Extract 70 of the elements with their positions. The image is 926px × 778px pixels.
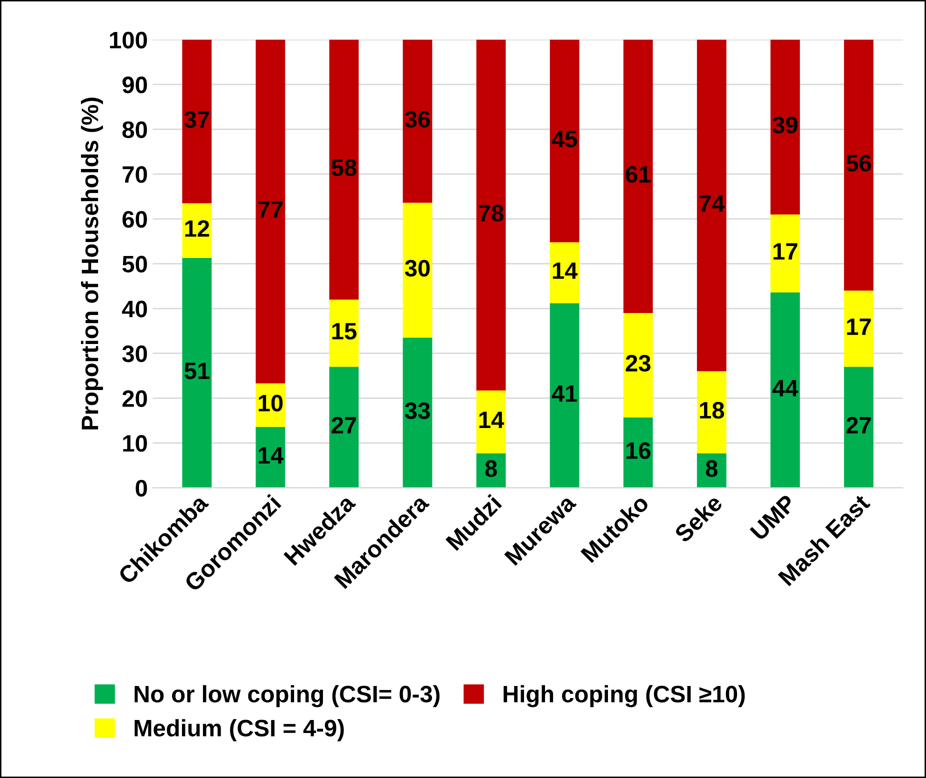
data-label: 23 (626, 354, 650, 372)
data-label: 27 (332, 416, 356, 434)
data-label: 17 (774, 243, 798, 260)
data-label: 16 (626, 442, 650, 459)
bar (844, 366, 874, 488)
bar (770, 214, 800, 292)
data-label: 27 (846, 416, 871, 434)
data-label: 37 (184, 111, 210, 128)
bar (696, 40, 726, 372)
data-label: 12 (185, 220, 210, 237)
bar (256, 40, 286, 384)
y-tick-label: 80 (122, 121, 147, 138)
bar (476, 390, 506, 454)
data-label: 56 (846, 154, 872, 172)
data-label: 8 (485, 460, 497, 477)
data-label: 14 (479, 412, 504, 428)
data-label: 51 (184, 362, 210, 380)
bar (182, 40, 212, 204)
bar (696, 371, 726, 454)
y-tick-label: 60 (122, 210, 147, 228)
legend-label: High coping (CSI ≥10) (504, 685, 745, 708)
bar (770, 292, 800, 488)
y-tick-label: 100 (110, 32, 147, 48)
bar (329, 366, 359, 488)
y-tick-label: 40 (122, 300, 147, 318)
data-label: 61 (626, 166, 651, 183)
data-label: 41 (552, 385, 578, 402)
y-axis-title: Proportion of Households (%) (80, 98, 103, 430)
legend-label: No or low coping (CSI= 0-3) (134, 685, 440, 708)
legend-label: Medium (CSI = 4-9) (134, 719, 344, 742)
data-label: 10 (258, 394, 283, 412)
data-label: 18 (700, 402, 724, 419)
bar (844, 290, 874, 367)
bar (623, 313, 653, 418)
bar (623, 417, 653, 488)
data-label: 8 (706, 460, 718, 477)
data-label: 14 (258, 447, 284, 464)
bar (402, 338, 432, 488)
bar (402, 202, 432, 338)
data-label: 78 (478, 204, 504, 222)
bar (182, 203, 212, 258)
data-label: 15 (332, 323, 356, 340)
bar (623, 40, 653, 314)
bar (329, 40, 359, 300)
bar (550, 242, 580, 304)
data-label: 44 (772, 380, 798, 396)
data-label: 74 (700, 195, 725, 212)
bar (402, 40, 432, 203)
y-tick-label: 10 (123, 435, 147, 452)
bar (550, 303, 580, 488)
bar (844, 40, 874, 291)
bar (182, 258, 212, 488)
data-label: 58 (332, 159, 356, 176)
bar (550, 40, 580, 242)
data-label: 33 (404, 402, 430, 420)
y-tick-label: 30 (122, 345, 147, 362)
y-tick-label: 0 (136, 480, 147, 497)
y-tick-label: 50 (122, 256, 147, 273)
data-label: 36 (404, 110, 430, 128)
y-tick-label: 70 (122, 166, 147, 183)
y-tick-label: 90 (122, 76, 147, 94)
data-label: 45 (552, 130, 578, 148)
bar (476, 40, 506, 391)
data-label: 14 (552, 262, 578, 279)
data-label: 77 (258, 201, 283, 218)
y-tick-label: 20 (122, 390, 147, 407)
data-label: 30 (404, 260, 430, 277)
data-label: 39 (772, 116, 798, 134)
bar (770, 40, 800, 214)
data-label: 17 (847, 318, 871, 335)
